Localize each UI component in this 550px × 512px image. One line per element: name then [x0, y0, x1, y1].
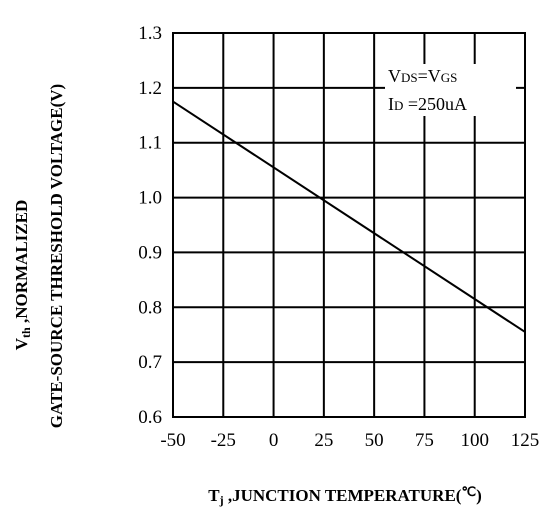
x-tick-label: -25 — [211, 430, 236, 451]
x-tick-label: 25 — [314, 430, 333, 451]
x-tick-label: 100 — [460, 430, 489, 451]
series-layer — [172, 100, 526, 333]
y-axis-label-line1-group: Vth ,NORMALIZED — [12, 200, 33, 350]
condition-vds-vgs: VDS=VGS — [388, 66, 457, 86]
y-tick-label: 1.3 — [138, 23, 162, 44]
y-tick-label: 0.9 — [138, 242, 162, 263]
conditions-annotation: VDS=VGS ID =250uA — [388, 66, 467, 114]
x-axis-label: Tj ,JUNCTION TEMPERATURE(℃) — [208, 484, 481, 507]
x-tick-label: 75 — [415, 430, 434, 451]
y-axis-label-line1: Vth ,NORMALIZED — [12, 200, 33, 350]
y-tick-labels: 0.6 0.7 0.8 0.9 1.0 1.1 1.2 1.3 — [138, 23, 162, 428]
y-tick-label: 0.6 — [138, 407, 162, 428]
plot-frame — [172, 32, 526, 418]
condition-id: ID =250uA — [388, 94, 467, 114]
y-axis-label-line2: GATE-SOURCE THRESHOLD VOLTAGE(V) — [47, 84, 66, 428]
y-tick-label: 0.8 — [138, 297, 162, 318]
conditions-box — [385, 64, 516, 116]
y-tick-label: 1.1 — [138, 133, 162, 154]
x-tick-label: 50 — [365, 430, 384, 451]
y-tick-label: 0.7 — [138, 352, 162, 373]
x-tick-label: -50 — [160, 430, 185, 451]
x-tick-label: 125 — [511, 430, 540, 451]
x-tick-labels: -50 -25 0 25 50 75 100 125 — [160, 430, 539, 451]
y-tick-label: 1.2 — [138, 78, 162, 99]
x-tick-label: 0 — [269, 430, 279, 451]
y-tick-label: 1.0 — [138, 188, 162, 209]
y-axis-label-line2-group: GATE-SOURCE THRESHOLD VOLTAGE(V) — [47, 84, 66, 428]
series-line — [172, 100, 526, 333]
